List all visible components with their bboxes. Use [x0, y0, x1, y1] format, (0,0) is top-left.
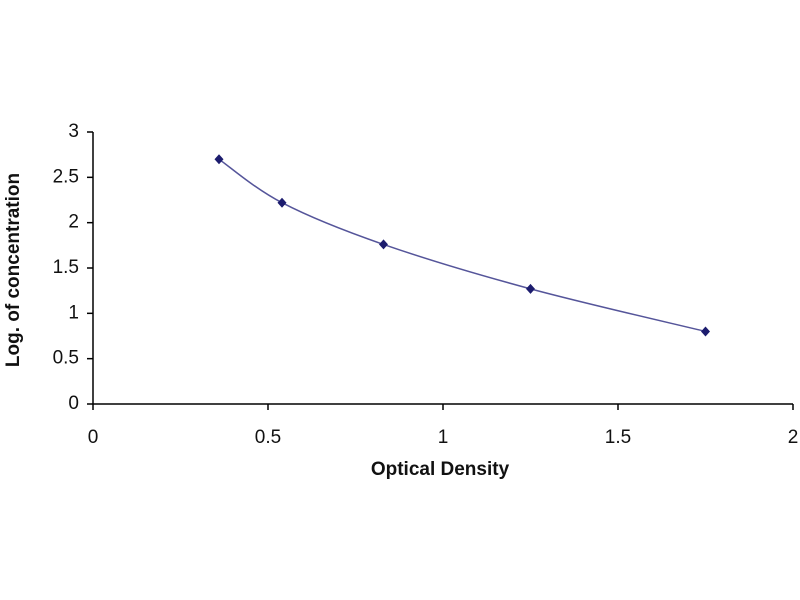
y-tick-label: 0.5 — [53, 348, 79, 369]
x-axis-title: Optical Density — [371, 459, 510, 480]
fit-curve — [218, 158, 706, 333]
data-point — [701, 326, 710, 337]
data-point — [526, 283, 535, 294]
y-tick-label: 1 — [68, 302, 79, 323]
data-point — [277, 197, 287, 208]
y-tick-label: 1.5 — [53, 257, 79, 278]
x-tick-label: 2 — [788, 427, 799, 448]
x-tick-label: 1.5 — [605, 427, 631, 448]
x-tick-label: 0 — [88, 427, 99, 448]
x-tick-label: 1 — [438, 427, 449, 448]
data-point — [379, 239, 388, 250]
x-tick-label: 0.5 — [255, 427, 281, 448]
y-tick-label: 2.5 — [53, 166, 79, 187]
y-axis-title: Log. of concentration — [3, 173, 24, 367]
y-tick-label: 2 — [68, 212, 79, 233]
y-tick-label: 0 — [68, 393, 79, 414]
data-point — [214, 154, 224, 165]
y-tick-label: 3 — [68, 121, 79, 142]
